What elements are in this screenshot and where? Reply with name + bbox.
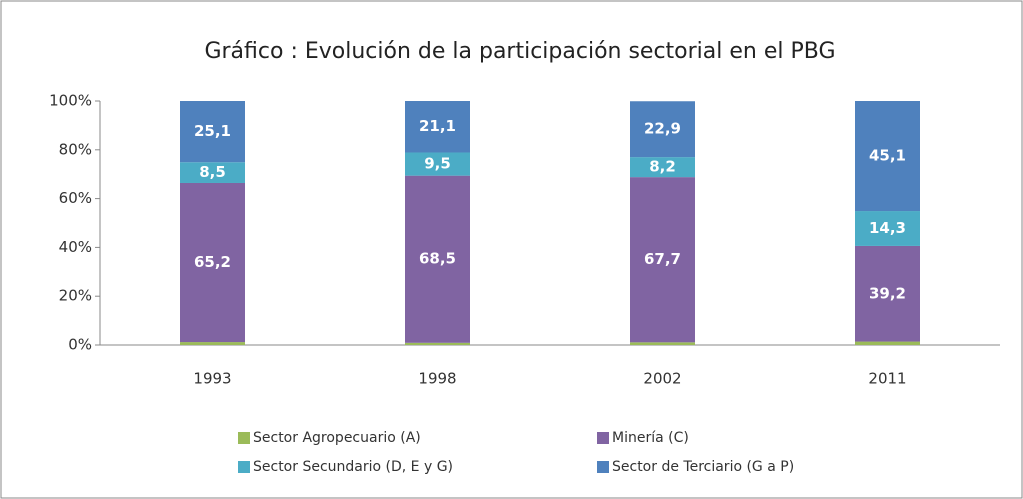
value-label: 45,1 (869, 147, 906, 165)
value-label: 25,1 (194, 122, 231, 140)
legend-swatch (597, 432, 609, 444)
legend-label: Sector Agropecuario (A) (253, 430, 421, 446)
bar-segment (180, 182, 245, 343)
bar-segment (405, 175, 470, 343)
x-tick-label: 1998 (418, 370, 456, 388)
legend-swatch (238, 461, 250, 473)
bar-segment (630, 177, 695, 343)
value-label: 67,7 (644, 250, 681, 268)
y-tick-label: 0% (68, 336, 92, 354)
bar-segment (180, 162, 245, 183)
legend-label: Minería (C) (612, 430, 689, 446)
value-label: 65,2 (194, 253, 231, 271)
bar-segment (630, 101, 695, 158)
bar-segment (180, 101, 245, 163)
bar-segment (405, 342, 470, 345)
x-tick-label: 2002 (643, 370, 681, 388)
value-label: 8,2 (649, 158, 676, 176)
legend-label: Sector de Terciario (G a P) (612, 459, 794, 475)
value-label: 9,5 (424, 155, 451, 173)
legend-label: Sector Secundario (D, E y G) (253, 459, 453, 475)
bar-segment (855, 211, 920, 246)
legend-swatch (238, 432, 250, 444)
bar-segment (630, 157, 695, 178)
bar-segment (855, 245, 920, 342)
value-label: 39,2 (869, 284, 906, 302)
value-label: 22,9 (644, 120, 681, 138)
bar-segment (855, 101, 920, 212)
chart-title: Gráfico : Evolución de la participación … (204, 39, 835, 64)
bar-segment (180, 342, 245, 345)
value-label: 68,5 (419, 250, 456, 268)
y-tick-label: 80% (59, 140, 92, 158)
y-tick-label: 40% (59, 238, 92, 256)
value-label: 14,3 (869, 219, 906, 237)
y-tick-label: 100% (49, 92, 92, 110)
bar-segment (405, 101, 470, 153)
x-tick-label: 1993 (193, 370, 231, 388)
value-label: 8,5 (199, 163, 226, 181)
x-tick-label: 2011 (868, 370, 906, 388)
bar-segment (630, 342, 695, 345)
bar-segment (855, 341, 920, 345)
y-tick-label: 60% (59, 189, 92, 207)
value-label: 21,1 (419, 117, 456, 135)
bar-segment (405, 152, 470, 176)
y-tick-label: 20% (59, 287, 92, 305)
legend-swatch (597, 461, 609, 473)
